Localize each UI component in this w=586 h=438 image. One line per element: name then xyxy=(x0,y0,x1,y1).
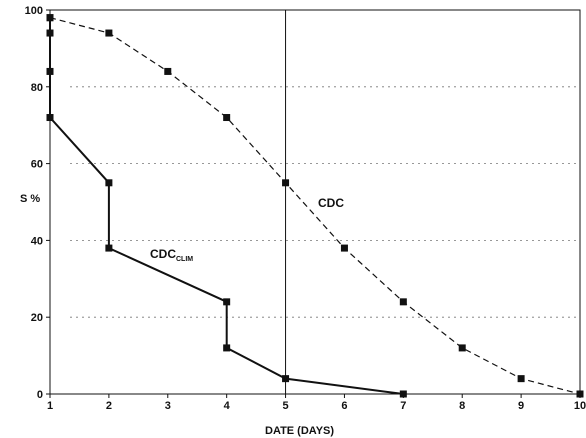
point-cdc-clim-0 xyxy=(46,14,54,22)
series-label-cdc-clim-main: CDC xyxy=(150,247,176,261)
point-cdc-clim-4 xyxy=(105,179,113,187)
grid-layer xyxy=(70,86,580,318)
point-cdc-clim-2 xyxy=(46,67,54,75)
point-cdc-clim-1 xyxy=(46,29,54,37)
x-tick-label-8: 8 xyxy=(459,400,465,412)
y-axis-label: S % xyxy=(20,193,40,205)
x-tick-label-7: 7 xyxy=(400,400,406,412)
y-tick-label-60: 60 xyxy=(31,159,43,171)
series-label-cdc: CDC xyxy=(318,196,344,210)
x-tick-label-2: 2 xyxy=(106,400,112,412)
axes-layer: 0 20 40 60 80 100 1 2 3 4 5 6 7 8 9 10 xyxy=(25,5,586,412)
point-cdc-3 xyxy=(223,114,231,122)
y-tick-label-0: 0 xyxy=(37,389,43,401)
x-tick-label-10: 10 xyxy=(574,400,586,412)
point-cdc-clim-6 xyxy=(223,298,231,306)
point-cdc-6 xyxy=(399,298,407,306)
x-tick-label-3: 3 xyxy=(165,400,171,412)
point-cdc-clim-5 xyxy=(105,244,113,252)
x-tick-label-6: 6 xyxy=(341,400,347,412)
x-tick-label-1: 1 xyxy=(47,400,53,412)
plot-frame xyxy=(49,9,581,395)
x-tick-label-5: 5 xyxy=(282,400,288,412)
point-cdc-4 xyxy=(282,179,290,187)
y-tick-label-100: 100 xyxy=(25,5,43,17)
point-cdc-8 xyxy=(517,375,525,383)
point-cdc-clim-3 xyxy=(46,114,54,122)
point-cdc-1 xyxy=(105,29,113,37)
y-tick-label-20: 20 xyxy=(31,312,43,324)
y-tick-label-40: 40 xyxy=(31,235,43,247)
point-cdc-clim-9 xyxy=(399,390,407,398)
point-cdc-clim-8 xyxy=(282,375,290,383)
series-label-cdc-clim-subscript: CLIM xyxy=(176,256,193,263)
series-line-cdc-clim xyxy=(49,17,404,395)
point-cdc-9 xyxy=(576,390,584,398)
x-tick-label-9: 9 xyxy=(518,400,524,412)
labels-layer: S % DATE (DAYS) CDC CDCCLIM xyxy=(20,193,344,437)
point-cdc-2 xyxy=(164,67,172,75)
point-cdc-clim-7 xyxy=(223,344,231,352)
series-layer xyxy=(46,14,584,398)
series-line-cdc xyxy=(49,17,581,395)
series-label-cdc-clim: CDCCLIM xyxy=(150,247,193,263)
point-cdc-5 xyxy=(340,244,348,252)
x-axis-label: DATE (DAYS) xyxy=(265,425,334,437)
y-tick-label-80: 80 xyxy=(31,82,43,94)
point-cdc-7 xyxy=(458,344,466,352)
x-tick-label-4: 4 xyxy=(224,400,231,412)
